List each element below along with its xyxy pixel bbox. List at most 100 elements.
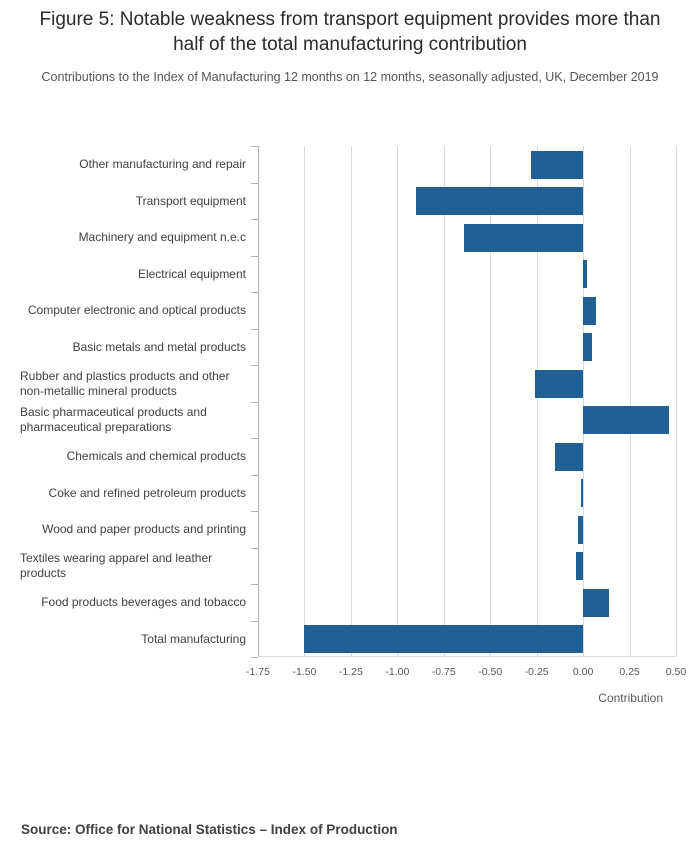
- chart-row: Basic pharmaceutical products and pharma…: [16, 402, 676, 439]
- chart-row: Textiles wearing apparel and leather pro…: [16, 548, 676, 585]
- category-label-cell: Chemicals and chemical products: [16, 449, 258, 464]
- chart-row: Electrical equipment: [16, 256, 676, 293]
- bar: [581, 479, 584, 508]
- y-axis-tick: [251, 256, 258, 258]
- bar: [531, 150, 584, 179]
- x-tick-label: -0.50: [478, 666, 503, 679]
- y-axis-tick: [251, 621, 258, 623]
- x-tick-label: -0.25: [524, 666, 549, 679]
- x-tick-label: 0.50: [665, 666, 687, 679]
- chart-rows: Other manufacturing and repair Transport …: [16, 146, 676, 657]
- category-label: Chemicals and chemical products: [66, 449, 246, 464]
- y-axis-tick: [251, 146, 258, 148]
- bar-track: [258, 621, 676, 658]
- bar: [583, 260, 587, 289]
- category-label: Coke and refined petroleum products: [48, 485, 246, 500]
- y-axis-tick: [251, 657, 258, 659]
- category-label: Total manufacturing: [141, 631, 246, 646]
- category-label-cell: Coke and refined petroleum products: [16, 486, 258, 501]
- gridline: [443, 146, 445, 657]
- category-label-cell: Basic metals and metal products: [16, 340, 258, 355]
- x-tick-label: 0.00: [572, 666, 594, 679]
- x-tick-label: -1.25: [338, 666, 363, 679]
- category-label-cell: Wood and paper products and printing: [16, 522, 258, 537]
- category-label: Electrical equipment: [137, 266, 246, 281]
- category-label: Basic pharmaceutical products and pharma…: [20, 405, 207, 435]
- plot-grid: [251, 146, 677, 659]
- chart-title: Figure 5: Notable weakness from transpor…: [39, 9, 661, 55]
- x-tick-label: -1.00: [385, 666, 410, 679]
- y-axis-line: [258, 146, 259, 657]
- bar-track: [258, 183, 676, 220]
- y-axis-tick: [251, 584, 258, 586]
- chart-row: Total manufacturing: [16, 621, 676, 658]
- x-axis-label: Contribution: [598, 691, 663, 706]
- category-label: Transport equipment: [135, 193, 246, 208]
- bar: [534, 369, 584, 398]
- category-label-cell: Textiles wearing apparel and leather pro…: [16, 551, 258, 581]
- bar: [304, 625, 584, 654]
- x-axis-label-row: Contribution: [258, 689, 676, 707]
- chart-row: Wood and paper products and printing: [16, 511, 676, 548]
- y-axis-tick: [251, 402, 258, 404]
- bar: [583, 406, 669, 435]
- bar-track: [258, 475, 676, 512]
- bar-chart: Other manufacturing and repair Transport …: [16, 146, 677, 659]
- bar-track: [258, 402, 676, 439]
- y-axis-tick: [251, 475, 258, 477]
- chart-subtitle: Contributions to the Index of Manufactur…: [41, 70, 659, 85]
- category-label-cell: Other manufacturing and repair: [16, 157, 258, 172]
- bar: [583, 296, 597, 325]
- y-axis-tick: [251, 438, 258, 440]
- category-label: Other manufacturing and repair: [79, 157, 246, 172]
- chart-row: Computer electronic and optical products: [16, 292, 676, 329]
- chart-row: Transport equipment: [16, 183, 676, 220]
- bar: [415, 187, 584, 216]
- category-label-cell: Electrical equipment: [16, 267, 258, 282]
- chart-row: Other manufacturing and repair: [16, 146, 676, 183]
- chart-row: Chemicals and chemical products: [16, 438, 676, 475]
- category-label: Food products beverages and tobacco: [41, 595, 246, 610]
- bar: [555, 442, 584, 471]
- x-tick-label: -0.75: [431, 666, 456, 679]
- bar: [583, 333, 593, 362]
- gridline: [350, 146, 352, 657]
- bar-track: [258, 329, 676, 366]
- y-axis-tick: [251, 219, 258, 221]
- bar: [577, 515, 584, 544]
- y-axis-tick: [251, 511, 258, 513]
- bar-track: [258, 511, 676, 548]
- x-tick-label: 0.25: [619, 666, 640, 679]
- category-label-cell: Rubber and plastics products and other n…: [16, 369, 258, 399]
- x-tick-label: -1.75: [246, 666, 270, 679]
- bar-track: [258, 219, 676, 256]
- bar-track: [258, 365, 676, 402]
- gridline: [304, 146, 306, 657]
- category-label-cell: Basic pharmaceutical products and pharma…: [16, 405, 258, 435]
- bar-track: [258, 256, 676, 293]
- category-label: Machinery and equipment n.e.c: [78, 230, 246, 245]
- category-label: Textiles wearing apparel and leather pro…: [20, 551, 213, 581]
- source-note: Source: Office for National Statistics –…: [21, 822, 398, 837]
- gridline: [676, 146, 677, 657]
- gridline: [490, 146, 492, 657]
- category-label-cell: Computer electronic and optical products: [16, 303, 258, 318]
- bar-track: [258, 548, 676, 585]
- category-label: Computer electronic and optical products: [27, 303, 246, 318]
- bar-track: [258, 438, 676, 475]
- bar: [464, 223, 584, 252]
- y-axis-tick: [251, 329, 258, 331]
- category-label: Rubber and plastics products and other n…: [20, 368, 230, 398]
- bar: [583, 588, 610, 617]
- x-axis: -1.75 -1.50 -1.25 -1.00 -0.75 -0.50 -0.25 0.00 0…: [246, 666, 686, 682]
- chart-row: Coke and refined petroleum products: [16, 475, 676, 512]
- bar: [575, 552, 584, 581]
- category-label-cell: Transport equipment: [16, 194, 258, 209]
- y-axis-tick: [251, 365, 258, 367]
- x-tick-label: -1.50: [292, 666, 317, 679]
- gridline: [397, 146, 399, 657]
- bar-track: [258, 292, 676, 329]
- gridline: [629, 146, 631, 657]
- chart-row: Rubber and plastics products and other n…: [16, 365, 676, 402]
